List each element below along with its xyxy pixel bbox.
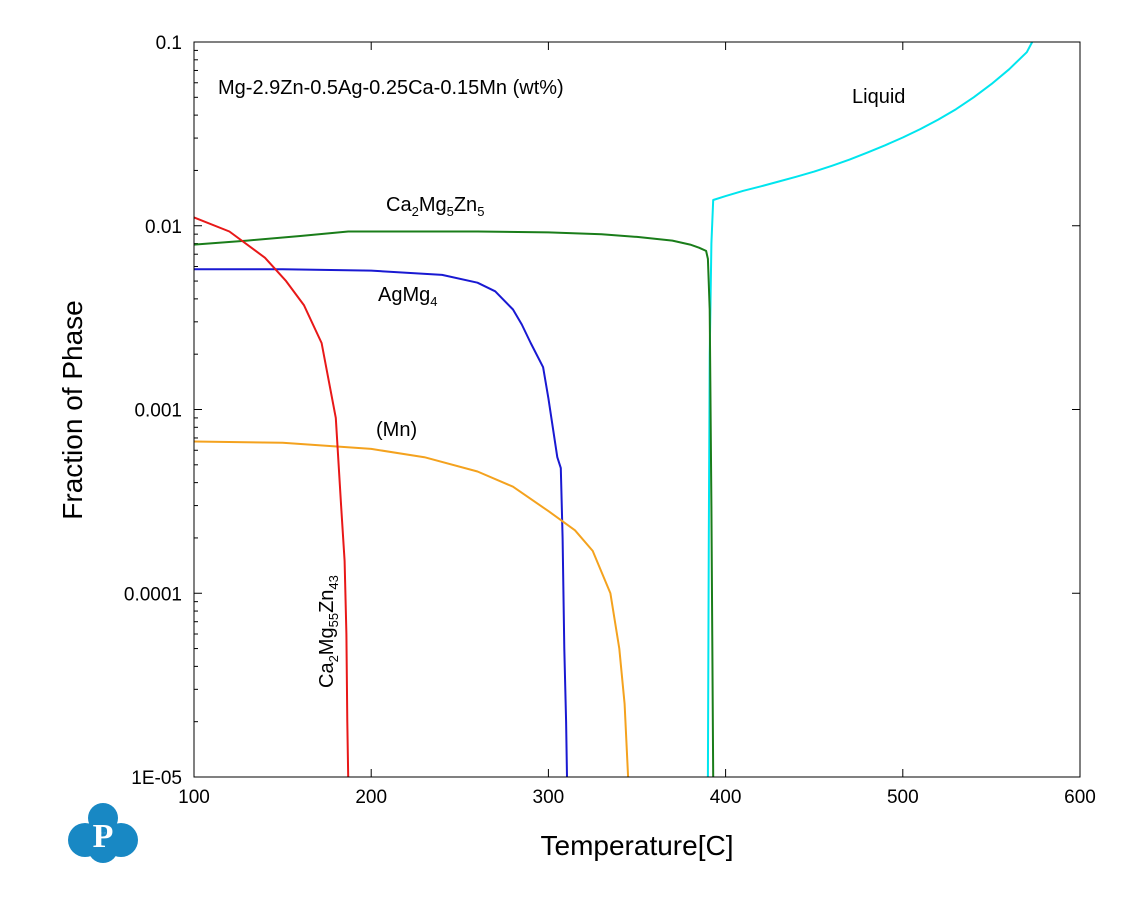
x-tick-label-2: 300	[533, 787, 565, 808]
series-label-mn: (Mn)	[376, 419, 417, 441]
logo-blob-bottom	[88, 833, 118, 863]
series-line-ca2mg5zn5	[193, 230, 715, 778]
series-label-part: (Mn)	[376, 419, 417, 441]
series-label-part: 55	[326, 613, 341, 627]
series-label-part: 43	[326, 575, 341, 589]
series-label-agmg4: AgMg4	[378, 284, 437, 309]
y-tick-label-4: 0.1	[156, 33, 182, 54]
ticks-layer: 100 200 300 400 500 600 1E-05 0.0001 0.001 0.01 0.…	[124, 33, 1096, 808]
chart-annotation: Mg-2.9Zn-0.5Ag-0.25Ca-0.15Mn (wt%)	[218, 77, 564, 99]
series-label-ca2mg5zn5: Ca2Mg5Zn5	[386, 194, 484, 219]
x-tick-label-3: 400	[710, 787, 742, 808]
series-label-part: Ca	[316, 662, 338, 688]
plot-frame	[193, 41, 1081, 778]
series-label-part: Zn	[316, 590, 338, 613]
y-tick-label-3: 0.01	[145, 217, 182, 238]
series-line-mn	[193, 440, 630, 778]
series-label-part: Mg	[316, 627, 338, 655]
logo-letter: P	[93, 818, 114, 855]
series-label-part: 5	[447, 204, 454, 219]
series-line-liquid	[706, 41, 1034, 778]
y-axis-title: Fraction of Phase	[57, 300, 88, 519]
series-line-agmg4	[194, 268, 568, 778]
logo-blob-top	[88, 803, 118, 833]
series-label-part: 2	[326, 655, 341, 662]
series-label-ca2mg55zn43: Ca2Mg55Zn43	[316, 575, 341, 688]
x-tick-label-0: 100	[178, 787, 210, 808]
series-label-liquid: Liquid	[852, 86, 905, 108]
x-tick-label-1: 200	[355, 787, 387, 808]
y-tick-label-0: 1E-05	[131, 768, 182, 789]
y-tick-label-2: 0.001	[134, 401, 182, 422]
y-tick-label-1: 0.0001	[124, 584, 182, 605]
series-layer	[193, 41, 1034, 778]
series-label-part: AgMg	[378, 284, 430, 306]
series-label-part: Liquid	[852, 86, 905, 108]
series-label-part: 4	[430, 294, 437, 309]
x-tick-label-4: 500	[887, 787, 919, 808]
series-label-part: Ca	[386, 194, 412, 216]
pandat-logo: P	[68, 803, 138, 863]
x-tick-label-5: 600	[1064, 787, 1096, 808]
series-label-part: Zn	[454, 194, 477, 216]
series-label-part: 5	[477, 204, 484, 219]
series-label-part: 2	[412, 204, 419, 219]
x-axis-title: Temperature[C]	[541, 830, 734, 861]
series-line-ca2mg55zn43	[193, 216, 350, 778]
series-label-part: Mg	[419, 194, 447, 216]
